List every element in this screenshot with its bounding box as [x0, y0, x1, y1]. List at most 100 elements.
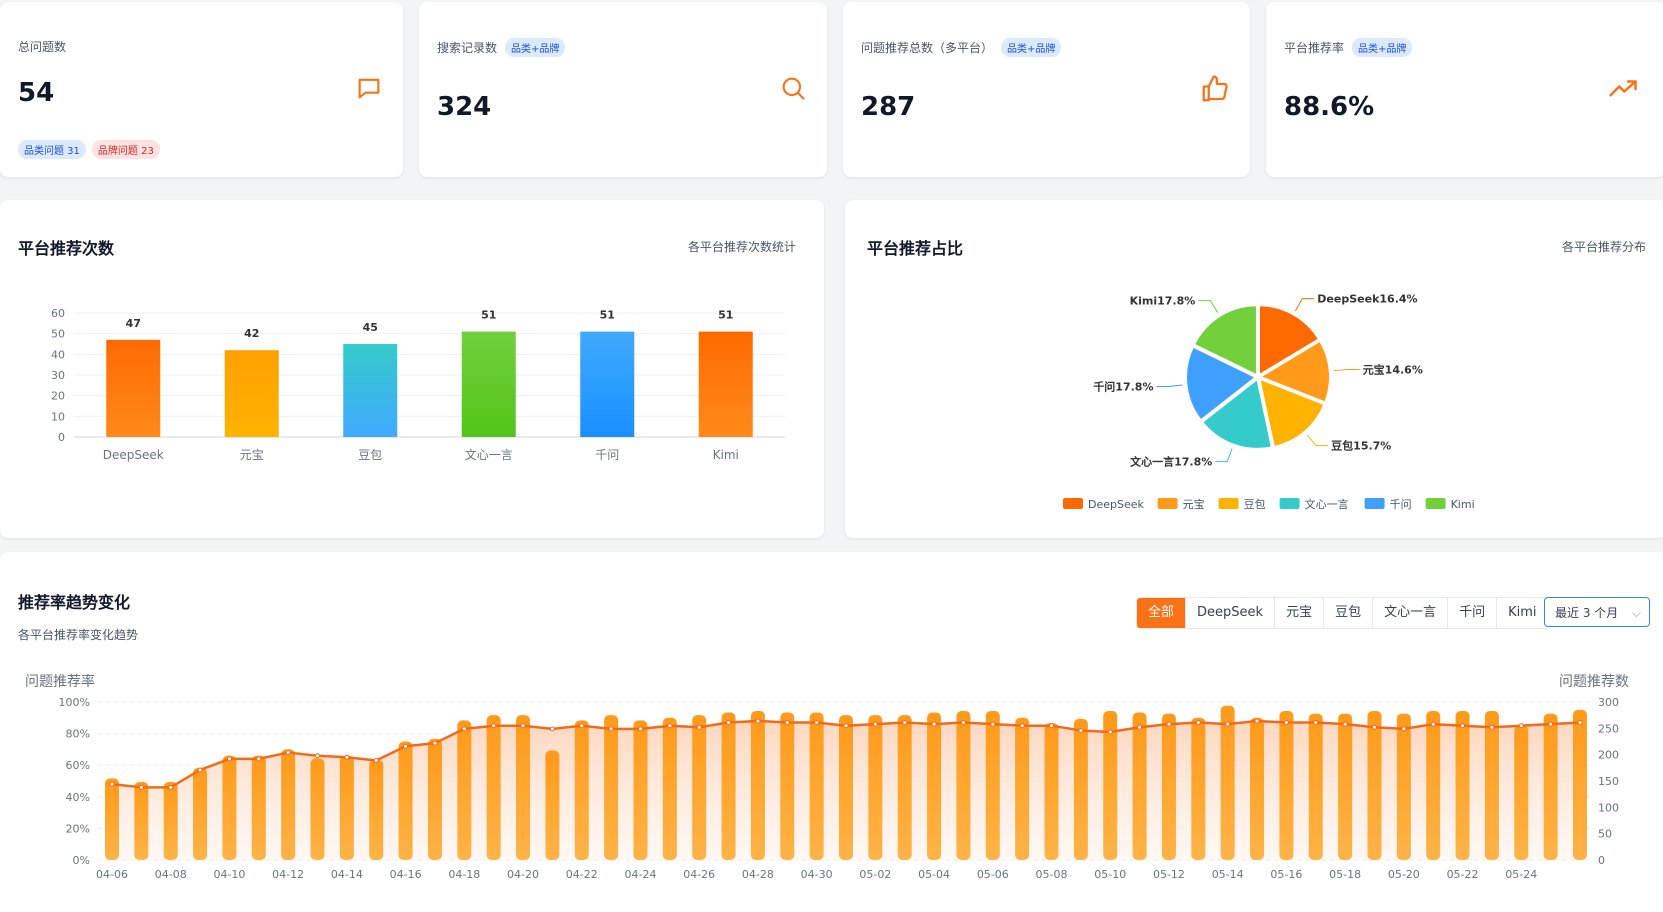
- trend-rate-point: [1518, 723, 1524, 729]
- pie-slice-label: 千问17.8%: [1093, 379, 1153, 393]
- trend-count-bar: [927, 712, 942, 860]
- bar-y-tick-label: 30: [51, 369, 65, 382]
- trend-count-bar: [1484, 710, 1499, 860]
- trend-chart: 问题推荐率 问题推荐数 0% 20% 40% 60% 80% 100% 0 50 100 150 200…: [25, 673, 1629, 881]
- legend-label: DeepSeek: [1088, 498, 1145, 511]
- trend-x-tick-label: 05-12: [1153, 868, 1185, 881]
- legend-label: 文心一言: [1305, 497, 1349, 511]
- pie-card-subtitle: 各平台推荐分布: [1562, 240, 1647, 254]
- bar-3: [461, 331, 516, 437]
- trend-x-tick-label: 04-08: [155, 868, 187, 881]
- trend-y-tick-label: 100%: [59, 696, 90, 709]
- trend-rate-point: [315, 753, 321, 759]
- trend-count-bar: [1573, 709, 1587, 860]
- trend-rate-point: [1019, 723, 1025, 729]
- trend-rate-point: [373, 757, 379, 763]
- legend-swatch: [1218, 498, 1239, 509]
- filter-doubao-button[interactable]: 豆包: [1324, 598, 1374, 628]
- pie-label-line: [1306, 434, 1329, 447]
- trend-card-subtitle: 各平台推荐率变化趋势: [18, 628, 139, 642]
- trend-count-bar: [1132, 712, 1147, 860]
- bar-4: [580, 331, 635, 437]
- trend-rate-point: [1342, 721, 1348, 727]
- time-range-select[interactable]: 最近 3 个月 ⌵: [1544, 597, 1650, 627]
- trend-y2-tick-label: 200: [1598, 749, 1619, 762]
- pie-slice-label: 文心一言17.8%: [1130, 455, 1212, 469]
- trend-count-bar: [662, 717, 677, 860]
- bar-0: [106, 339, 161, 437]
- trend-x-tick-label: 05-02: [859, 868, 891, 881]
- trend-count-bar: [281, 749, 296, 860]
- trend-count-bar: [398, 741, 413, 860]
- trend-rate-point: [138, 784, 144, 790]
- trend-rate-point: [1460, 723, 1466, 729]
- trend-y2-tick-label: 250: [1598, 722, 1619, 735]
- stat-card-recommend-rate: 平台推荐率 品类+品牌 88.6%: [1266, 2, 1663, 177]
- stat-label: 平台推荐率 品类+品牌: [1284, 38, 1413, 57]
- trend-x-tick-label: 05-24: [1505, 868, 1537, 881]
- trend-rate-point: [1166, 721, 1172, 727]
- trend-rate-point: [843, 723, 849, 729]
- trend-rate-point: [344, 754, 350, 760]
- trend-count-bar: [545, 750, 560, 860]
- trend-rate-point: [1313, 720, 1319, 726]
- trending-up-icon: [1608, 74, 1638, 108]
- trend-rate-point: [1254, 718, 1260, 724]
- trend-x-tick-label: 05-08: [1036, 868, 1068, 881]
- bar-data-label: 51: [718, 309, 733, 322]
- trend-count-bar: [633, 720, 648, 860]
- trend-count-bar: [310, 758, 325, 860]
- bar-y-tick-label: 0: [58, 431, 65, 444]
- trend-rate-point: [931, 721, 937, 727]
- trend-rate-point: [197, 767, 203, 773]
- trend-count-bar: [604, 715, 619, 860]
- bar-data-label: 45: [363, 321, 378, 334]
- trend-y-tick-label: 0%: [73, 854, 90, 867]
- trend-y-tick-label: 20%: [66, 822, 90, 835]
- bar-y-tick-label: 60: [51, 307, 65, 320]
- trend-x-tick-label: 04-12: [272, 868, 304, 881]
- filter-kimi-button[interactable]: Kimi: [1497, 598, 1548, 628]
- bar-card-title: 平台推荐次数: [18, 239, 115, 258]
- pie-slice-5: [1193, 304, 1258, 377]
- bar-data-label: 51: [600, 309, 615, 322]
- filter-qianwen-button[interactable]: 千问: [1448, 598, 1498, 628]
- trend-x-tick-label: 04-16: [390, 868, 422, 881]
- stat-card-total-questions: 总问题数 54 品类问题 31 品牌问题 23: [0, 2, 403, 177]
- trend-count-bar: [1161, 713, 1176, 860]
- filter-all-button[interactable]: 全部: [1137, 598, 1187, 628]
- trend-x-tick-label: 04-14: [331, 868, 363, 881]
- trend-count-bar: [163, 782, 178, 860]
- trend-count-bar: [574, 720, 589, 860]
- pie-label-line: [1215, 448, 1233, 463]
- bar-y-tick-label: 50: [51, 328, 65, 341]
- trend-rate-point: [549, 726, 555, 732]
- trend-rate-point: [960, 720, 966, 726]
- pie-slice-label: 元宝14.6%: [1363, 363, 1423, 377]
- pie-slice-label: DeepSeek16.4%: [1317, 293, 1417, 306]
- trend-x-tick-label: 04-22: [566, 868, 598, 881]
- trend-rate-point: [520, 723, 526, 729]
- chevron-down-icon: ⌵: [1631, 606, 1641, 620]
- message-icon: [355, 74, 383, 106]
- trend-count-bar: [780, 712, 795, 860]
- trend-count-bar: [839, 715, 853, 860]
- trend-count-bar: [251, 755, 266, 860]
- trend-x-tick-label: 05-14: [1212, 868, 1244, 881]
- pie-slice-label: Kimi17.8%: [1130, 295, 1196, 308]
- filter-deepseek-button[interactable]: DeepSeek: [1186, 598, 1276, 628]
- filter-yuanbao-button[interactable]: 元宝: [1275, 598, 1325, 628]
- trend-rate-point: [1577, 720, 1583, 726]
- filter-wenxin-button[interactable]: 文心一言: [1373, 598, 1449, 628]
- trend-count-bar: [1367, 710, 1382, 860]
- trend-x-tick-label: 05-18: [1329, 868, 1361, 881]
- platform-recommend-count-card: 0 10 20 30 40 50 60 47 DeepSeek 42 元宝 45 豆包 51 文心一言 51 千…: [0, 200, 824, 538]
- trend-count-bar: [193, 767, 208, 860]
- trend-rate-point: [491, 723, 497, 729]
- trend-x-tick-label: 04-18: [448, 868, 480, 881]
- trend-y2-tick-label: 0: [1598, 854, 1605, 867]
- trend-count-bar: [1396, 713, 1411, 860]
- trend-count-bar: [427, 738, 442, 860]
- trend-rate-point: [637, 726, 643, 732]
- trend-x-tick-label: 04-24: [624, 868, 656, 881]
